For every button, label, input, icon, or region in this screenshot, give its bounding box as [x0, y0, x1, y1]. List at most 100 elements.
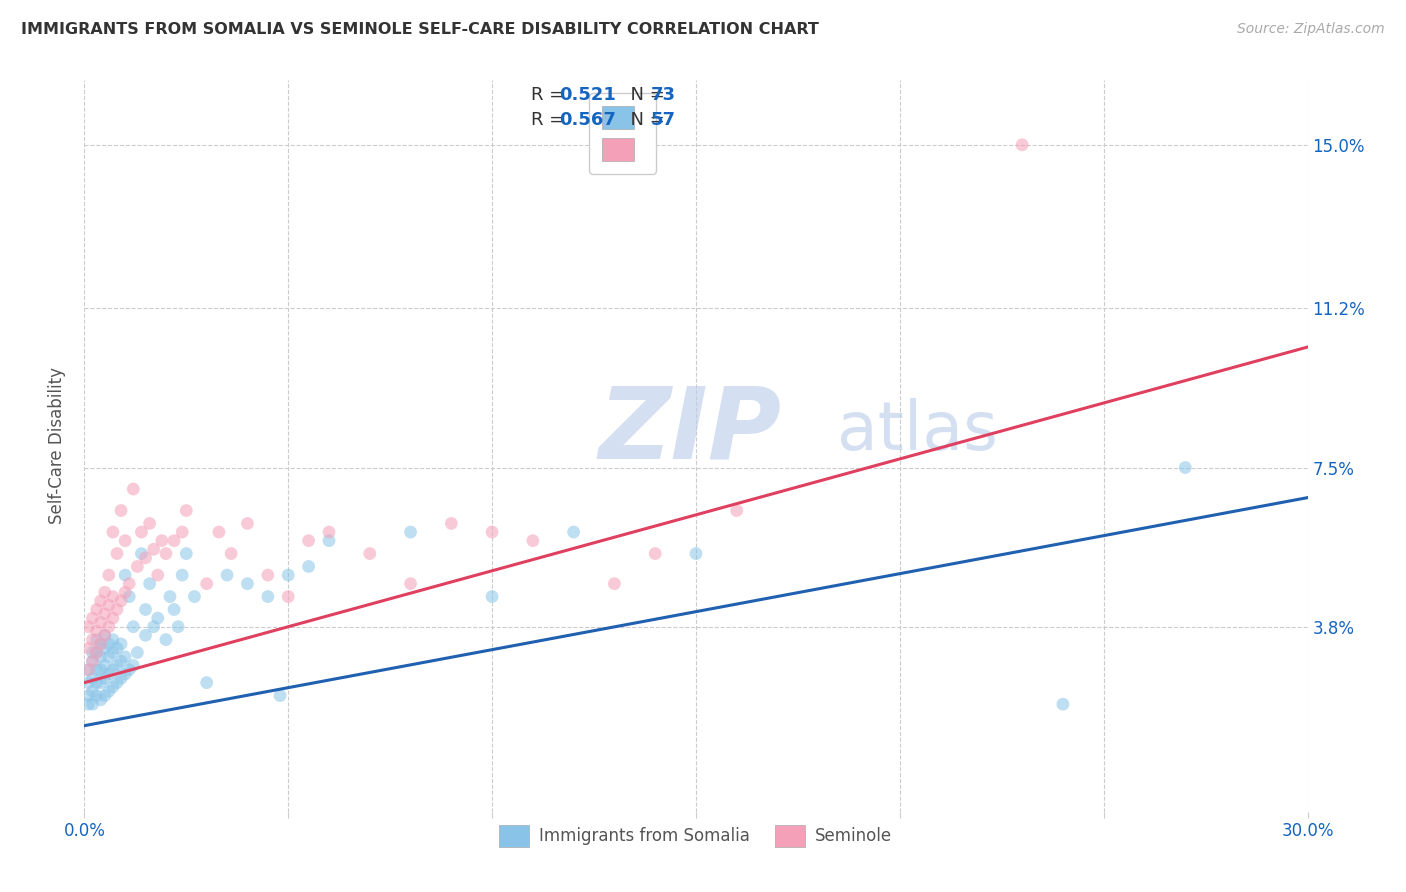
Point	[1174, 460, 1197, 475]
Point	[82, 611, 104, 625]
Point	[101, 646, 124, 660]
Text: R =: R =	[531, 111, 571, 128]
Point	[236, 516, 259, 531]
Point	[101, 680, 124, 694]
Point	[105, 658, 128, 673]
Point	[127, 646, 149, 660]
Point	[105, 547, 128, 561]
Point	[1011, 137, 1033, 152]
Text: 0.521: 0.521	[560, 87, 616, 104]
Point	[481, 590, 503, 604]
Point	[90, 649, 112, 664]
Point	[217, 568, 239, 582]
Point	[257, 568, 280, 582]
Point	[97, 684, 120, 698]
Point	[359, 547, 381, 561]
Point	[101, 632, 124, 647]
Point	[131, 524, 153, 539]
Text: N =: N =	[619, 87, 671, 104]
Point	[86, 646, 108, 660]
Point	[138, 576, 160, 591]
Point	[105, 641, 128, 656]
Point	[77, 663, 100, 677]
Point	[97, 598, 120, 612]
Legend: Immigrants from Somalia, Seminole: Immigrants from Somalia, Seminole	[488, 814, 904, 858]
Point	[86, 632, 108, 647]
Point	[118, 590, 141, 604]
Point	[77, 697, 100, 711]
Point	[122, 620, 145, 634]
Point	[135, 602, 157, 616]
Text: N =: N =	[619, 111, 671, 128]
Point	[1052, 697, 1074, 711]
Point	[399, 524, 422, 539]
Point	[110, 594, 132, 608]
Point	[114, 585, 136, 599]
Point	[90, 594, 112, 608]
Point	[82, 654, 104, 668]
Point	[101, 611, 124, 625]
Point	[86, 689, 108, 703]
Point	[93, 628, 115, 642]
Point	[685, 547, 707, 561]
Point	[90, 675, 112, 690]
Point	[97, 649, 120, 664]
Point	[118, 576, 141, 591]
Point	[298, 533, 321, 548]
Point	[105, 602, 128, 616]
Point	[174, 547, 197, 561]
Point	[82, 671, 104, 685]
Point	[90, 637, 112, 651]
Point	[110, 671, 132, 685]
Point	[93, 689, 115, 703]
Point	[114, 649, 136, 664]
Text: IMMIGRANTS FROM SOMALIA VS SEMINOLE SELF-CARE DISABILITY CORRELATION CHART: IMMIGRANTS FROM SOMALIA VS SEMINOLE SELF…	[21, 22, 818, 37]
Point	[86, 602, 108, 616]
Point	[603, 576, 626, 591]
Point	[110, 637, 132, 651]
Point	[195, 576, 218, 591]
Point	[399, 576, 422, 591]
Point	[122, 482, 145, 496]
Point	[97, 667, 120, 681]
Point	[195, 675, 218, 690]
Point	[183, 590, 205, 604]
Point	[318, 533, 340, 548]
Point	[131, 547, 153, 561]
Point	[86, 624, 108, 638]
Point	[105, 675, 128, 690]
Point	[93, 658, 115, 673]
Point	[172, 524, 194, 539]
Point	[155, 632, 177, 647]
Point	[77, 620, 100, 634]
Text: atlas: atlas	[837, 399, 997, 465]
Point	[138, 516, 160, 531]
Text: Source: ZipAtlas.com: Source: ZipAtlas.com	[1237, 22, 1385, 37]
Point	[127, 559, 149, 574]
Point	[277, 568, 299, 582]
Point	[114, 568, 136, 582]
Point	[101, 524, 124, 539]
Point	[562, 524, 585, 539]
Point	[97, 620, 120, 634]
Text: ZIP: ZIP	[598, 383, 782, 480]
Point	[86, 646, 108, 660]
Point	[236, 576, 259, 591]
Point	[93, 585, 115, 599]
Point	[93, 628, 115, 642]
Point	[90, 693, 112, 707]
Text: 73: 73	[651, 87, 676, 104]
Point	[159, 590, 181, 604]
Point	[644, 547, 666, 561]
Point	[298, 559, 321, 574]
Point	[163, 533, 186, 548]
Point	[522, 533, 544, 548]
Point	[77, 675, 100, 690]
Point	[82, 646, 104, 660]
Y-axis label: Self-Care Disability: Self-Care Disability	[48, 368, 66, 524]
Point	[135, 628, 157, 642]
Point	[101, 590, 124, 604]
Point	[146, 568, 169, 582]
Point	[77, 641, 100, 656]
Point	[77, 689, 100, 703]
